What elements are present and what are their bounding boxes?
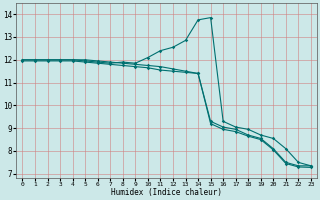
X-axis label: Humidex (Indice chaleur): Humidex (Indice chaleur) <box>111 188 222 197</box>
